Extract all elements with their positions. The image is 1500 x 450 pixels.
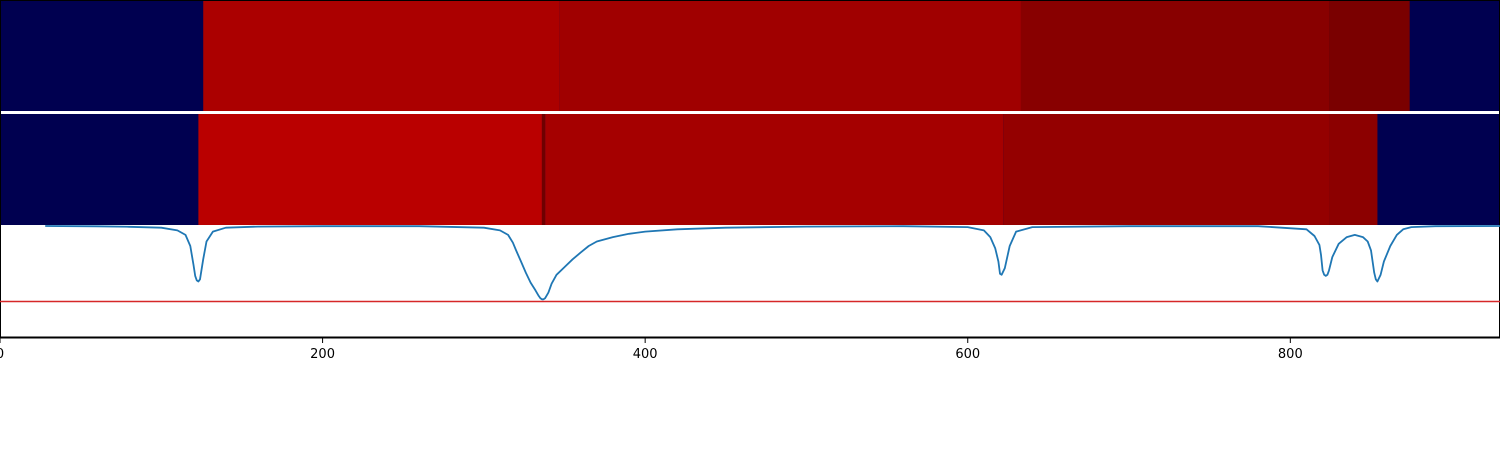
heatmap-tracks bbox=[0, 0, 1500, 338]
x-tick-label: 400 bbox=[633, 347, 658, 362]
track-2-segment-3 bbox=[545, 114, 1004, 225]
x-tick-label: 800 bbox=[1278, 347, 1303, 362]
x-axis: 0 200 400 600 800 bbox=[0, 337, 1500, 362]
track-1-segment-3 bbox=[1020, 1, 1330, 111]
track-2-segment-5 bbox=[1329, 114, 1378, 225]
track-1-segment-1 bbox=[203, 1, 560, 111]
track-1-segment-4 bbox=[1329, 1, 1410, 111]
signal-line bbox=[45, 225, 1500, 301]
x-tick-label: 0 bbox=[0, 347, 4, 362]
line-plot-area bbox=[0, 225, 1500, 303]
x-tick-label: 600 bbox=[955, 347, 980, 362]
track-1-segment-2 bbox=[559, 1, 1021, 111]
track-2-segment-2 bbox=[541, 114, 546, 225]
track-2-segment-1 bbox=[198, 114, 542, 225]
track-2-segment-4 bbox=[1003, 114, 1330, 225]
x-tick-label: 200 bbox=[310, 347, 335, 362]
